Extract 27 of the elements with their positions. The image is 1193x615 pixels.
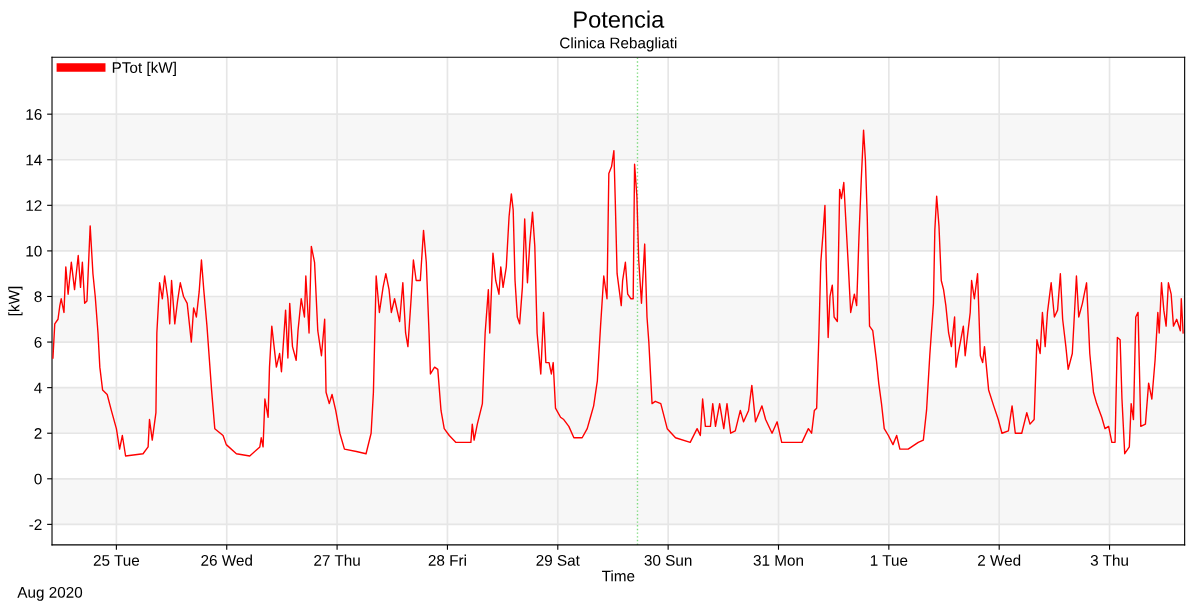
x-tick-label: 29 Sat	[536, 555, 580, 566]
x-tick-label: 26 Wed	[201, 554, 252, 566]
y-tick-label: 12	[26, 200, 42, 211]
x-tick-label: 31 Mon	[753, 555, 803, 566]
y-tick-label: 0	[34, 473, 42, 485]
y-tick-label: 14	[26, 154, 42, 166]
line-series	[52, 129, 1184, 457]
x-axis-title: Time	[601, 570, 635, 582]
y-axis-title: [kW]	[8, 286, 23, 316]
y-tick-label: 16	[26, 109, 42, 120]
x-tick-label: 28 Fri	[428, 554, 466, 566]
x-tick-label: 27 Thu	[314, 554, 360, 566]
legend-label: PTot [kW]	[112, 61, 176, 77]
x-tick-label: 25 Tue	[93, 555, 140, 566]
y-tick-label: 4	[34, 382, 42, 394]
chart-title: Potencia	[574, 10, 665, 28]
text: Aug 2020	[17, 586, 83, 601]
y-tick-label: 8	[34, 291, 42, 303]
x-tick-label: 2 Wed	[978, 554, 1021, 566]
chart-subtitle: Clinica Rebagliati	[560, 37, 677, 52]
y-tick-label: -2	[29, 519, 42, 530]
y-tick-label: 10	[26, 245, 42, 257]
y-tick-label: 6	[34, 336, 42, 348]
x-tick-label: 3 Thu	[1090, 554, 1128, 566]
x-tick-label: 30 Sun	[644, 555, 692, 566]
y-tick-label: 2	[34, 428, 42, 439]
x-tick-label: 1 Tue	[870, 555, 908, 566]
